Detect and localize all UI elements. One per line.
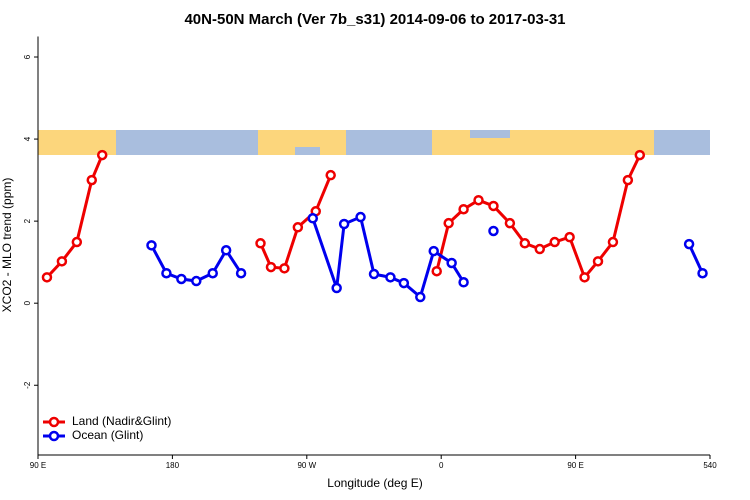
- data-point: [355, 211, 366, 223]
- y-tick-label: 2: [23, 218, 32, 223]
- series-line: [45, 154, 642, 281]
- data-point: [96, 149, 108, 161]
- data-point: [634, 149, 646, 161]
- data-point: [697, 267, 708, 279]
- data-point: [504, 217, 516, 229]
- data-point: [161, 267, 172, 279]
- data-point: [255, 238, 266, 249]
- data-point: [622, 174, 634, 186]
- data-point: [431, 265, 442, 277]
- data-point: [579, 272, 590, 283]
- data-point: [207, 267, 218, 279]
- data-point: [488, 200, 499, 212]
- x-tick-label: 90 E: [30, 461, 46, 470]
- x-tick-label: 0: [439, 461, 444, 470]
- data-point: [488, 225, 499, 237]
- y-tick-label: -2: [23, 381, 32, 389]
- data-point: [592, 256, 604, 267]
- y-tick-label: 4: [23, 136, 32, 141]
- y-tick-label: 6: [23, 54, 32, 59]
- data-point: [191, 275, 202, 287]
- data-point: [549, 236, 560, 248]
- data-point: [176, 273, 187, 285]
- data-point: [235, 267, 247, 279]
- data-point: [368, 268, 380, 280]
- data-point: [325, 169, 336, 181]
- data-point: [683, 238, 695, 250]
- chart-title: 40N-50N March (Ver 7b_s31) 2014-09-06 to…: [184, 11, 565, 28]
- data-point: [385, 272, 396, 283]
- data-point: [534, 243, 546, 255]
- data-point: [265, 261, 277, 273]
- legend-label: Ocean (Glint): [72, 428, 143, 442]
- map-strip: [38, 130, 710, 155]
- data-point: [398, 277, 410, 289]
- data-point: [292, 222, 304, 233]
- data-point: [220, 245, 232, 256]
- x-tick-label: 540: [703, 461, 717, 470]
- data-point: [446, 257, 457, 269]
- data-point: [415, 291, 426, 303]
- data-point: [458, 203, 469, 215]
- legend-label: Land (Nadir&Glint): [72, 414, 171, 428]
- land-band: [432, 130, 654, 155]
- data-point: [331, 282, 342, 294]
- legend-marker: [48, 430, 60, 442]
- x-axis-label: Longitude (deg E): [327, 476, 422, 490]
- data-point: [564, 231, 575, 243]
- data-point: [41, 272, 53, 283]
- data-point: [473, 194, 484, 206]
- data-point: [607, 236, 619, 248]
- data-point: [279, 263, 290, 274]
- x-tick-label: 90 E: [567, 461, 583, 470]
- x-tick-label: 90 W: [297, 461, 316, 470]
- data-point: [307, 213, 319, 224]
- data-point: [56, 256, 68, 267]
- data-point: [146, 240, 157, 251]
- data-point: [519, 238, 531, 249]
- data-point: [338, 218, 350, 230]
- data-point: [458, 277, 469, 288]
- data-point: [86, 174, 98, 186]
- data-point: [71, 236, 83, 248]
- ocean-patch: [295, 147, 320, 155]
- data-point: [443, 217, 454, 229]
- ocean-patch: [470, 130, 510, 138]
- data-point: [428, 245, 439, 257]
- legend-marker: [48, 416, 60, 428]
- x-tick-label: 180: [166, 461, 180, 470]
- y-axis-label: XCO2 - MLO trend (ppm): [0, 178, 14, 313]
- y-tick-label: 0: [23, 300, 32, 305]
- series-line: [150, 214, 704, 300]
